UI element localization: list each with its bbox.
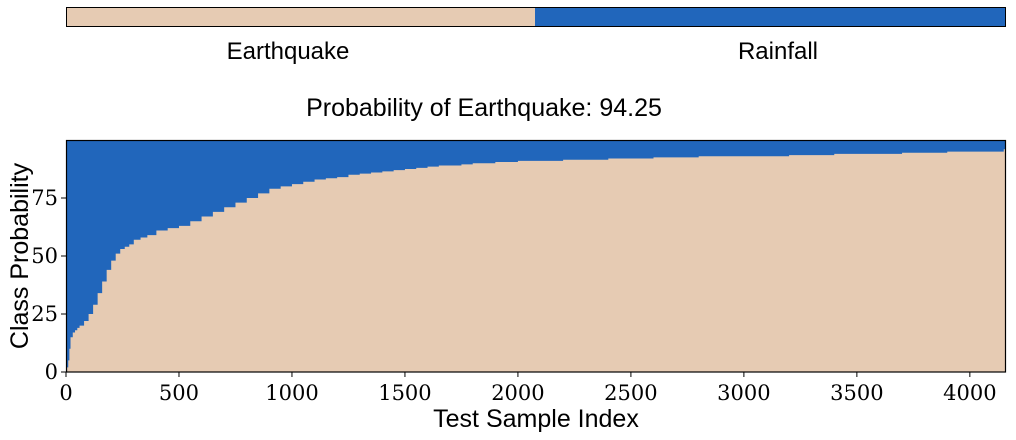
y-tick-label: 0: [45, 360, 58, 384]
x-tick-label: 2000: [491, 381, 544, 405]
x-tick-label: 4000: [943, 381, 996, 405]
y-tick-label: 50: [31, 244, 58, 268]
legend: Earthquake Rainfall: [66, 7, 1006, 65]
legend-rainfall-label: Rainfall: [738, 38, 818, 65]
chart-title: Probability of Earthquake: 94.25: [306, 94, 662, 122]
legend-earthquake-swatch: [66, 7, 535, 27]
x-tick-label: 0: [59, 381, 72, 405]
legend-earthquake-label: Earthquake: [227, 38, 350, 65]
x-tick-label: 1500: [378, 381, 431, 405]
x-tick-label: 3000: [717, 381, 770, 405]
y-axis: 0 25 50 75: [31, 186, 66, 384]
x-axis-label: Test Sample Index: [433, 405, 639, 433]
earthquake-area: [66, 149, 1006, 372]
plot-frame: [65, 139, 1007, 373]
y-axis-label: Class Probability: [6, 162, 34, 349]
plot-area: [65, 139, 1007, 373]
x-axis: 0 500 1000 1500 2000 2500 3000 3500 4000: [59, 372, 997, 405]
x-tick-label: 1000: [265, 381, 318, 405]
legend-frame: [66, 7, 1006, 27]
legend-rainfall-swatch: [535, 7, 1006, 27]
y-tick-label: 25: [31, 302, 58, 326]
x-tick-label: 2500: [604, 381, 657, 405]
y-tick-label: 75: [31, 186, 58, 210]
x-tick-label: 3500: [830, 381, 883, 405]
x-tick-label: 500: [159, 381, 199, 405]
